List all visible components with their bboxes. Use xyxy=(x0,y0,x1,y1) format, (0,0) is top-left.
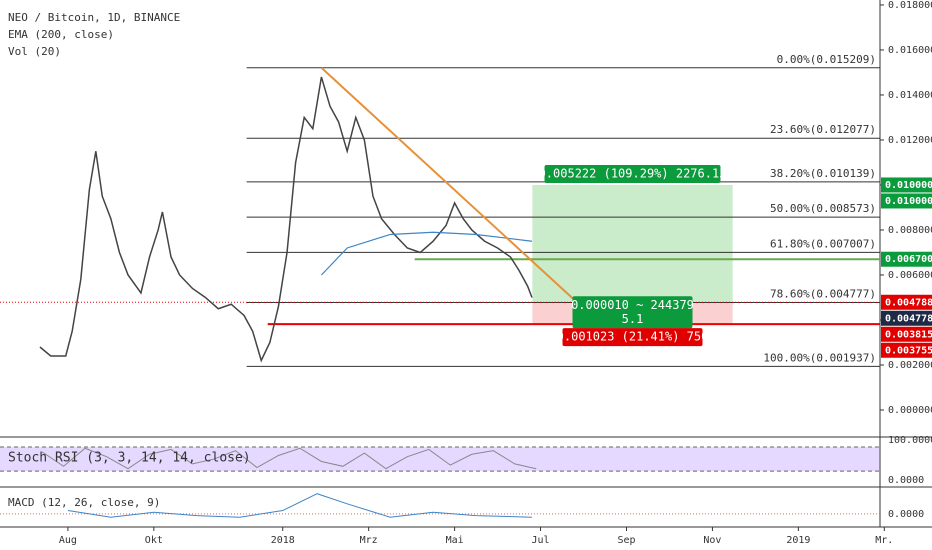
price-tag xyxy=(881,177,932,193)
x-tick-label: Jul xyxy=(532,535,550,546)
target-label-box xyxy=(544,164,721,183)
ratio-label: 5.1 xyxy=(622,312,644,326)
legend-ema: EMA (200, close) xyxy=(8,28,114,41)
price-tag xyxy=(881,342,932,358)
y-tick-label: 0.002000 xyxy=(888,360,932,371)
fib-label: 50.00%(0.008573) xyxy=(770,202,876,215)
stoch-tick-label: 0.0000 xyxy=(888,475,924,486)
y-tick-label: 0.018000 xyxy=(888,0,932,11)
stoch-line xyxy=(41,447,537,470)
stop-label: 0.001023 (21.41%) 750 xyxy=(557,330,709,344)
y-tick-label: 0.008000 xyxy=(888,225,932,236)
ema-line xyxy=(320,231,533,276)
fib-label: 78.60%(0.004777) xyxy=(770,288,876,301)
x-tick-label: 2019 xyxy=(786,535,810,546)
price-tag-label: 0.010000 xyxy=(885,196,932,207)
fib-label: 38.20%(0.010139) xyxy=(770,167,876,180)
price-line xyxy=(39,76,533,363)
macd-label: MACD (12, 26, close, 9) xyxy=(8,496,160,509)
price-tag-label: 0.003815 xyxy=(885,329,932,340)
x-tick-label: Sep xyxy=(617,535,635,546)
price-tag-label: 0.004788 xyxy=(885,297,932,308)
price-tag-label: 0.004778 xyxy=(885,313,932,324)
macd-tick-label: 0.0000 xyxy=(888,509,924,520)
fib-label: 0.00%(0.015209) xyxy=(777,53,876,66)
price-tag xyxy=(881,310,932,326)
entry-box xyxy=(572,296,693,329)
y-tick-label: 0.012000 xyxy=(888,135,932,146)
x-tick-label: Mrz xyxy=(360,535,378,546)
price-tag xyxy=(881,193,932,209)
x-tick-label: Mai xyxy=(446,535,464,546)
price-tag xyxy=(881,294,932,310)
x-tick-label: Aug xyxy=(59,535,77,546)
y-tick-label: 0.006000 xyxy=(888,270,932,281)
entry-label: 0.000010 ~ 244379 xyxy=(571,298,694,312)
y-tick-label: 0.016000 xyxy=(888,45,932,56)
chart-title: NEO / Bitcoin, 1D, BINANCE xyxy=(8,11,180,24)
profit-zone xyxy=(532,184,733,303)
fib-label: 23.60%(0.012077) xyxy=(770,123,876,136)
price-tag xyxy=(881,251,932,267)
target-label: 0.005222 (109.29%) 2276.15 xyxy=(539,166,727,180)
stoch-band xyxy=(0,447,880,472)
price-tag-label: 0.006700 xyxy=(885,254,932,265)
macd-line xyxy=(67,493,532,518)
x-tick-label: Mr. xyxy=(875,535,893,546)
x-tick-label: 2018 xyxy=(271,535,295,546)
price-tag-label: 0.010000 xyxy=(885,180,932,191)
y-tick-label: 0.000000 xyxy=(888,405,932,416)
x-tick-label: Nov xyxy=(703,535,721,546)
price-tag xyxy=(881,326,932,342)
trendline xyxy=(320,66,601,324)
fib-label: 61.80%(0.007007) xyxy=(770,237,876,250)
fib-label: 100.00%(0.001937) xyxy=(763,351,876,364)
stoch-tick-label: 100.0000 xyxy=(888,435,932,446)
price-tag-label: 0.003755 xyxy=(885,345,932,356)
legend-volume: Vol (20) xyxy=(8,45,61,58)
x-tick-label: Okt xyxy=(145,535,163,546)
stop-label-box xyxy=(562,328,703,347)
y-tick-label: 0.014000 xyxy=(888,90,932,101)
stoch-label: Stoch RSI (3, 3, 14, 14, close) xyxy=(8,451,251,466)
